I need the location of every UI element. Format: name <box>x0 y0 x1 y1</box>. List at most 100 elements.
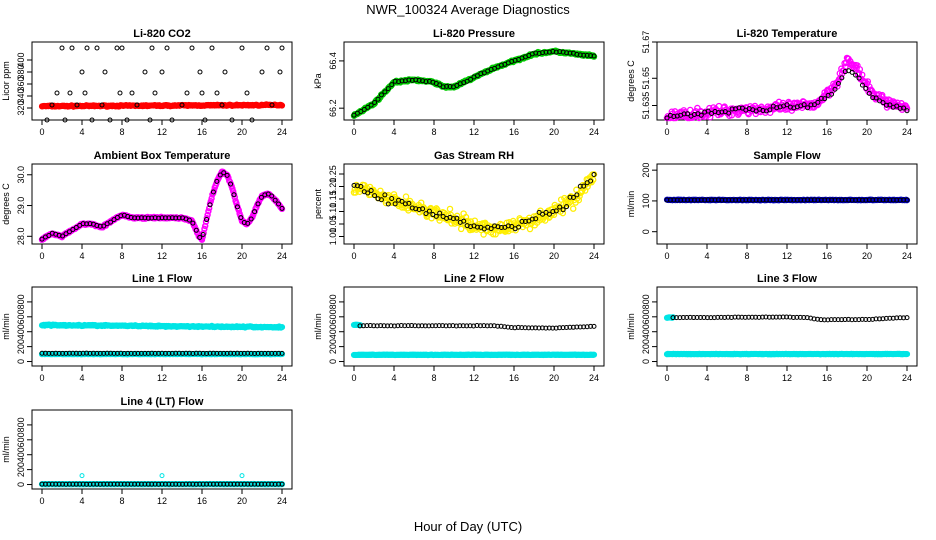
data-point <box>382 89 388 95</box>
data-point <box>205 208 212 215</box>
data-point <box>74 102 80 108</box>
data-point <box>159 69 165 75</box>
data-point <box>705 108 711 114</box>
data-point <box>277 69 283 75</box>
data-point <box>880 100 886 106</box>
data-point <box>210 189 216 195</box>
data-point <box>832 86 838 92</box>
data-point <box>207 198 215 205</box>
chart-panel-8: Line 2 Flow ml/min 0 4 8 12 16 20 24 0 20040060080… <box>313 273 605 383</box>
y-axis-label: ml/min <box>1 436 11 463</box>
data-point <box>56 232 62 238</box>
chart-title: Gas Stream RH <box>434 150 514 162</box>
y-tick-label: 800 <box>641 294 651 309</box>
data-point <box>361 106 367 112</box>
data-point <box>671 114 677 120</box>
data-point <box>67 90 73 96</box>
y-tick-label: 28.0 <box>16 228 26 246</box>
data-point <box>238 215 244 221</box>
x-tick-label: 4 <box>391 373 396 383</box>
data-point <box>231 194 239 201</box>
x-tick-label: 16 <box>509 127 519 137</box>
x-tick-label: 24 <box>589 373 599 383</box>
data-point <box>894 103 900 109</box>
series-outliers <box>79 473 245 479</box>
plot-frame <box>656 163 918 245</box>
data-point <box>767 107 773 113</box>
data-point <box>729 106 735 112</box>
y-tick-label: 0 <box>641 359 651 364</box>
x-tick-label: 16 <box>509 373 519 383</box>
chart-title: Line 2 Flow <box>444 273 504 285</box>
series-fill <box>38 101 286 110</box>
data-point <box>173 215 179 221</box>
x-tick-label: 8 <box>431 373 436 383</box>
x-tick-label: 8 <box>119 251 124 261</box>
data-point <box>392 78 398 84</box>
data-point <box>184 90 190 96</box>
data-point <box>272 197 278 203</box>
series-fill2 <box>350 321 364 329</box>
data-point <box>159 473 165 479</box>
data-point <box>815 99 821 105</box>
data-point <box>468 76 474 82</box>
y-tick-label: 1.00 <box>328 228 338 246</box>
y-tick-label: 29.0 <box>16 197 26 215</box>
x-tick-label: 4 <box>79 251 84 261</box>
y-tick-label: 340 <box>16 88 26 103</box>
y-axis-label: degrees C <box>626 60 636 102</box>
chart-title: Ambient Box Temperature <box>94 150 231 162</box>
data-point <box>84 221 90 227</box>
x-tick-label: 24 <box>277 127 287 137</box>
data-point <box>245 220 251 226</box>
y-tick-label: 1.05 <box>328 215 338 233</box>
data-point <box>574 51 580 57</box>
data-point <box>190 220 196 226</box>
y-tick-label: 0 <box>328 359 338 364</box>
data-point <box>839 75 845 81</box>
data-point <box>39 236 45 242</box>
data-point <box>84 45 90 51</box>
data-point <box>784 102 790 108</box>
y-tick-label: 200 <box>16 462 26 477</box>
data-point <box>149 215 155 221</box>
data-point <box>108 219 114 225</box>
x-tick-label: 20 <box>237 496 247 506</box>
data-point <box>59 45 65 51</box>
chart-title: Li-820 CO2 <box>133 28 190 40</box>
data-point <box>124 117 130 123</box>
data-point <box>60 233 66 239</box>
data-point <box>89 117 95 123</box>
data-point <box>156 215 162 221</box>
data-point <box>577 52 583 58</box>
data-point <box>149 45 155 51</box>
x-tick-label: 12 <box>782 251 792 261</box>
data-point <box>209 45 215 51</box>
data-point <box>446 205 454 213</box>
y-tick-label: 400 <box>16 447 26 462</box>
y-tick-label: 51.67 <box>641 31 651 54</box>
data-point <box>49 102 55 108</box>
data-point <box>858 71 866 79</box>
x-tick-label: 24 <box>902 127 912 137</box>
x-tick-label: 12 <box>782 127 792 137</box>
data-point <box>97 223 103 229</box>
series-fill <box>38 321 286 331</box>
data-point <box>129 90 135 96</box>
data-point <box>269 193 275 199</box>
data-point <box>239 45 245 51</box>
x-tick-label: 20 <box>237 251 247 261</box>
chart-title: Li-820 Pressure <box>433 28 515 40</box>
x-tick-label: 20 <box>862 127 872 137</box>
data-point <box>152 90 158 96</box>
data-point <box>269 102 275 108</box>
y-tick-label: 200 <box>16 339 26 354</box>
data-point <box>279 205 285 211</box>
data-point <box>234 204 240 210</box>
x-tick-label: 20 <box>862 251 872 261</box>
data-point <box>543 49 549 55</box>
data-point <box>849 69 855 75</box>
data-point <box>853 72 859 78</box>
